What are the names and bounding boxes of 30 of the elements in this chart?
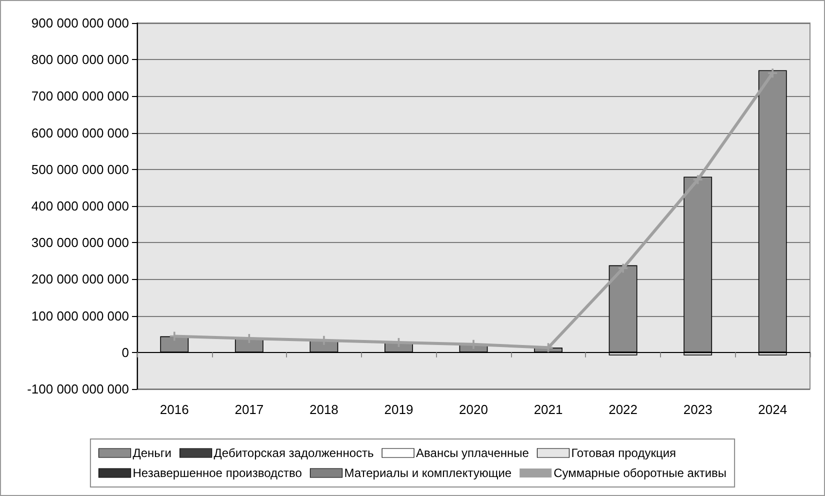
legend-label: Незавершенное производство [132, 466, 302, 480]
y-tick-label: 400 000 000 000 [31, 198, 129, 214]
y-tick-label: 700 000 000 000 [31, 88, 129, 104]
legend-label: Готовая продукция [571, 446, 676, 460]
x-tick-label: 2022 [608, 402, 638, 417]
x-tick-label: 2024 [758, 402, 788, 417]
point [618, 264, 628, 273]
x-tick-label: 2020 [459, 402, 488, 417]
y-tick-label: 200 000 000 000 [31, 272, 129, 287]
point [693, 175, 702, 184]
legend-label: Материалы и комплектующие [344, 466, 512, 480]
legend-label: Суммарные оборотные активы [554, 466, 727, 480]
legend-label: Деньги [132, 446, 172, 460]
x-tick-label: 2016 [160, 402, 189, 417]
y-tick-label: 0 [122, 344, 129, 360]
y-tick-label: 500 000 000 000 [31, 162, 129, 177]
x-tick-label: 2023 [683, 402, 712, 417]
point [768, 68, 778, 78]
y-tick-label: 900 000 000 000 [31, 16, 129, 30]
y-tick-label: 100 000 000 000 [31, 308, 129, 324]
x-tick-label: 2021 [534, 402, 563, 417]
x-tick-label: 2017 [234, 402, 264, 417]
y-tick-label: -100 000 000 000 [27, 382, 129, 396]
legend-label: Дебиторская задолженность [214, 446, 374, 460]
x-tick-label: 2018 [309, 402, 338, 417]
y-tick-label: 800 000 000 000 [31, 52, 129, 68]
x-tick-label: 2019 [384, 402, 414, 417]
y-tick-label: 600 000 000 000 [31, 125, 129, 140]
legend-label: Авансы уплаченные [416, 446, 530, 460]
y-tick-label: 300 000 000 000 [31, 235, 129, 250]
